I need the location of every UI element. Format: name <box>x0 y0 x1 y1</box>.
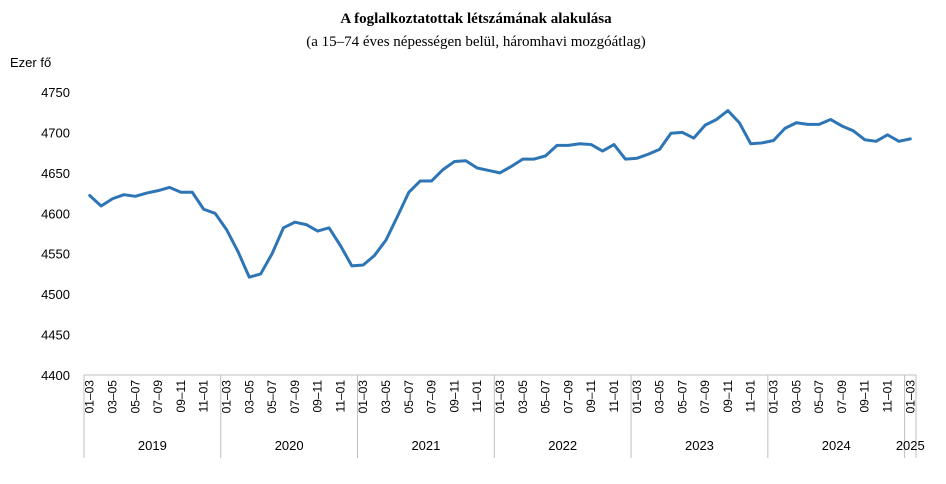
y-tick-label: 4650 <box>41 166 70 181</box>
y-tick-label: 4400 <box>41 368 70 383</box>
x-tick-label: 01–03 <box>83 380 97 414</box>
chart-subtitle: (a 15–74 éves népességen belül, háromhav… <box>306 34 645 50</box>
x-axis <box>83 374 917 458</box>
year-label: 2021 <box>411 438 440 453</box>
year-label: 2025 <box>896 438 925 453</box>
year-label: 2023 <box>685 438 714 453</box>
y-tick-label: 4600 <box>41 206 70 221</box>
y-tick-label: 4500 <box>41 287 70 302</box>
year-label: 2020 <box>275 438 304 453</box>
x-tick-label: 09–11 <box>447 380 461 413</box>
x-tick-label: 05–07 <box>128 380 142 414</box>
year-label: 2024 <box>822 438 851 453</box>
x-tick-label: 03–05 <box>789 380 803 414</box>
y-tick-label: 4700 <box>41 125 70 140</box>
x-tick-label: 01–03 <box>903 380 917 414</box>
x-tick-label: 09–11 <box>584 380 598 413</box>
y-tick-label: 4450 <box>41 328 70 343</box>
x-tick-label: 05–07 <box>402 380 416 414</box>
x-tick-label: 01–03 <box>767 380 781 414</box>
x-tick-label: 05–07 <box>675 380 689 414</box>
x-tick-label: 09–11 <box>858 380 872 413</box>
x-tick-label: 01–03 <box>493 380 507 414</box>
x-tick-label: 09–11 <box>311 380 325 413</box>
x-tick-label: 11–01 <box>197 380 211 413</box>
x-tick-label: 11–01 <box>607 380 621 413</box>
x-tick-label: 01–03 <box>630 380 644 414</box>
x-tick-label: 11–01 <box>470 380 484 413</box>
x-tick-label: 05–07 <box>812 380 826 414</box>
x-tick-label: 09–11 <box>174 380 188 413</box>
x-axis-tick-labels: 01–03 03–05 05–07 07–09 09–11 11–01 01–03 03–05… <box>83 380 918 414</box>
x-tick-label: 03–05 <box>242 380 256 414</box>
chart-title: A foglalkoztatottak létszámának alakulás… <box>340 11 612 27</box>
x-tick-label: 07–09 <box>835 380 849 414</box>
x-tick-label: 03–05 <box>653 380 667 414</box>
x-tick-label: 05–07 <box>265 380 279 414</box>
x-tick-label: 07–09 <box>151 380 165 414</box>
x-tick-label: 03–05 <box>516 380 530 414</box>
x-tick-label: 11–01 <box>744 380 758 413</box>
x-tick-label: 07–09 <box>561 380 575 414</box>
employment-series-line <box>88 109 912 279</box>
x-tick-label: 11–01 <box>881 380 895 413</box>
year-label: 2022 <box>548 438 577 453</box>
x-tick-label: 03–05 <box>379 380 393 414</box>
x-tick-label: 07–09 <box>698 380 712 414</box>
y-axis-unit-label: Ezer fő <box>10 55 51 70</box>
x-tick-label: 01–03 <box>219 380 233 414</box>
year-label: 2019 <box>138 438 167 453</box>
y-tick-label: 4750 <box>41 85 70 100</box>
x-axis-year-labels: 2019 2020 2021 2022 2023 2024 2025 <box>138 438 925 453</box>
x-tick-label: 07–09 <box>288 380 302 414</box>
y-tick-label: 4550 <box>41 247 70 262</box>
x-tick-label: 11–01 <box>333 380 347 413</box>
x-tick-label: 05–07 <box>539 380 553 414</box>
x-tick-label: 01–03 <box>356 380 370 414</box>
x-tick-label: 09–11 <box>721 380 735 413</box>
x-tick-label: 07–09 <box>425 380 439 414</box>
x-tick-label: 03–05 <box>105 380 119 414</box>
y-axis: 4400 4450 4500 4550 4600 4650 4700 4750 <box>41 85 70 383</box>
